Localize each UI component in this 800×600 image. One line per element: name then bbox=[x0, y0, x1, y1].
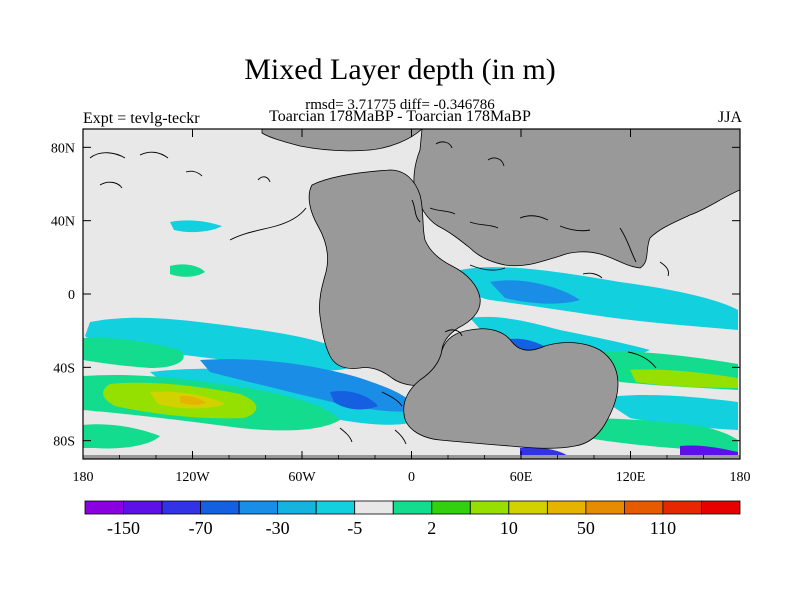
y-tick-label: 40S bbox=[53, 361, 75, 376]
landmass-south-pangaea bbox=[403, 328, 619, 449]
mld-patch bbox=[600, 395, 738, 430]
x-tick-label: 0 bbox=[408, 470, 415, 485]
mld-patch bbox=[180, 395, 206, 405]
colorbar-label: 10 bbox=[500, 518, 518, 538]
contour-lines bbox=[89, 141, 669, 445]
colorbar-swatch bbox=[624, 500, 664, 515]
colorbar-label: -5 bbox=[347, 518, 362, 538]
mld-patch bbox=[560, 418, 738, 452]
y-tick-label: 80S bbox=[53, 435, 75, 450]
colorbar-swatch bbox=[277, 500, 317, 515]
mld-patch bbox=[170, 264, 205, 277]
mld-patch bbox=[330, 390, 378, 410]
subtitle-center: Toarcian 178MaBP - Toarcian 178MaBP bbox=[269, 108, 531, 125]
map-title: Mixed Layer depth (in m) bbox=[244, 53, 556, 86]
colorbar-swatch bbox=[469, 500, 510, 515]
colorbar-swatch bbox=[161, 500, 201, 515]
colorbar-swatch bbox=[392, 500, 433, 515]
colorbar-label: -30 bbox=[266, 518, 290, 538]
colorbar-swatch bbox=[84, 500, 124, 515]
colorbar-label: -70 bbox=[189, 518, 213, 538]
subtitle-right: JJA bbox=[717, 109, 742, 126]
colorbar-swatch bbox=[662, 500, 702, 515]
colorbar-swatch bbox=[238, 500, 279, 515]
colorbar-swatch bbox=[315, 500, 356, 515]
x-tick-label: 120W bbox=[175, 470, 210, 485]
mld-patch bbox=[170, 220, 222, 233]
x-tick-label: 120E bbox=[616, 470, 646, 485]
x-tick-label: 180 bbox=[730, 470, 751, 485]
mld-patch bbox=[470, 316, 650, 359]
colorbar-swatch bbox=[200, 500, 240, 515]
x-tick-label: 60E bbox=[510, 470, 533, 485]
colorbar-label: -150 bbox=[107, 518, 140, 538]
y-tick-label: 0 bbox=[68, 288, 75, 303]
colorbar: -150 -70 -30 -5 2 10 50 110 bbox=[84, 500, 741, 538]
colorbar-swatch bbox=[431, 500, 471, 515]
subtitle-left: Expt = tevlg-teckr bbox=[83, 110, 200, 127]
y-axis: 80N 40N 0 40S 80S bbox=[51, 141, 740, 450]
colorbar-label: 50 bbox=[577, 518, 595, 538]
landmass-north-pangaea bbox=[413, 129, 740, 269]
y-tick-label: 80N bbox=[51, 141, 75, 156]
x-tick-label: 60W bbox=[288, 470, 316, 485]
colorbar-swatch bbox=[123, 500, 163, 515]
mld-patch bbox=[83, 337, 184, 368]
stats-line: rmsd= 3.71775 diff= -0.346786 bbox=[305, 97, 495, 113]
colorbar-swatch bbox=[546, 500, 587, 515]
colorbar-swatch bbox=[508, 500, 548, 515]
colorbar-swatch bbox=[354, 500, 394, 515]
y-tick-label: 40N bbox=[51, 215, 75, 230]
mld-patch bbox=[490, 280, 580, 304]
colorbar-swatch bbox=[585, 500, 625, 515]
colorbar-swatch bbox=[701, 500, 741, 515]
colorbar-label: 2 bbox=[427, 518, 436, 538]
mld-patch bbox=[83, 424, 160, 449]
mld-patch bbox=[630, 369, 738, 388]
x-axis: 180 120W 60W 0 60E 120E 180 bbox=[73, 129, 751, 485]
map-field bbox=[83, 129, 740, 459]
colorbar-label: 110 bbox=[650, 518, 676, 538]
x-tick-label: 180 bbox=[73, 470, 94, 485]
mld-patch bbox=[85, 317, 354, 371]
